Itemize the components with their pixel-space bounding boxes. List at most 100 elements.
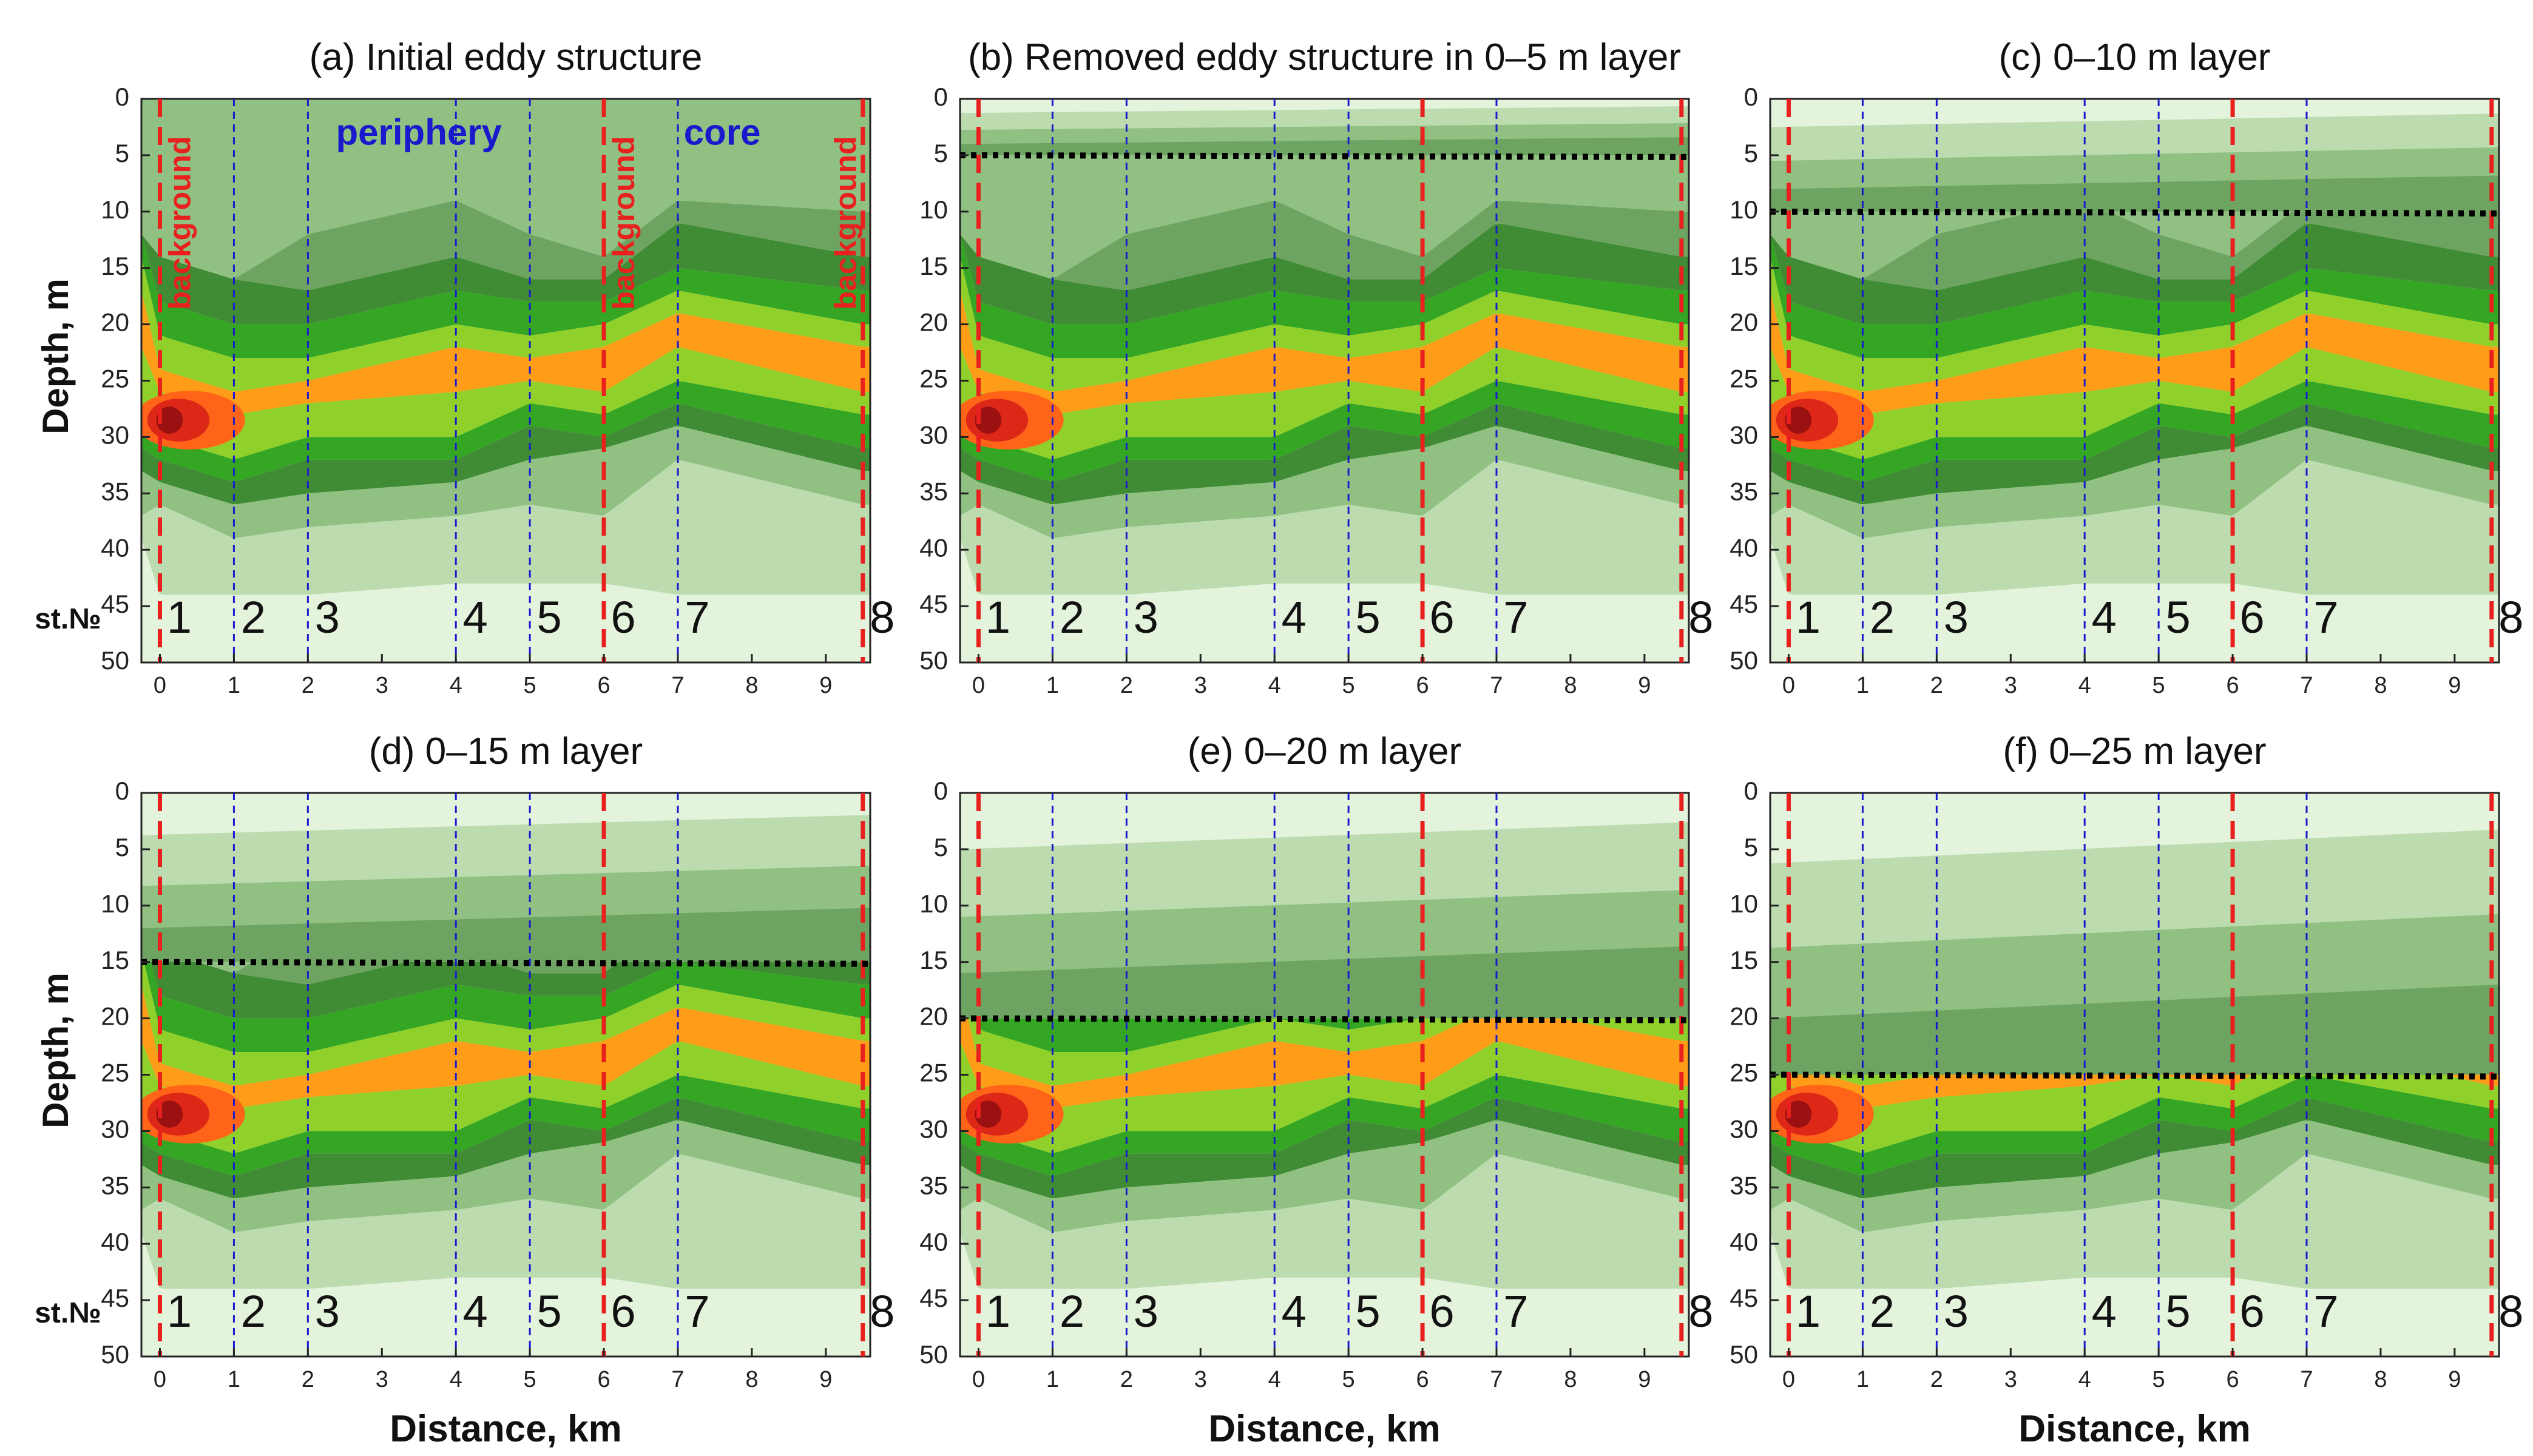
x-tick-label: 3 (376, 1367, 388, 1392)
station-label: 3 (1944, 1286, 1969, 1336)
contour-field-c (1770, 99, 2499, 662)
y-tick-label: 5 (1744, 833, 1758, 861)
x-tick-label: 3 (2004, 673, 2017, 698)
station-label: 4 (1282, 1286, 1307, 1336)
x-tick-label: 7 (1490, 1367, 1503, 1392)
y-tick-label: 20 (919, 1002, 948, 1031)
contour-band (1770, 460, 2499, 595)
contour-band (960, 951, 1689, 1086)
anomaly-core (156, 1100, 183, 1128)
contour-band (141, 1154, 870, 1289)
x-tick-label: 4 (2078, 1367, 2091, 1392)
contour-band (960, 928, 1689, 1053)
panel-title: (b) Removed eddy structure in 0–5 m laye… (968, 36, 1681, 78)
station-label: 6 (2239, 1286, 2264, 1336)
x-tick-label: 0 (972, 1367, 985, 1392)
y-tick-label: 30 (1730, 420, 1758, 449)
x-tick-label: 5 (524, 673, 536, 698)
contour-band (960, 1232, 1689, 1357)
y-axis-label: Depth, m (35, 972, 76, 1128)
y-tick-label: 10 (1730, 889, 1758, 918)
x-tick-label: 7 (2300, 673, 2313, 698)
station-label: 3 (1134, 592, 1158, 642)
contour-band (141, 223, 870, 325)
y-tick-label: 10 (1730, 195, 1758, 224)
removed-layer-stripe (960, 946, 1689, 1019)
station-label: 3 (315, 1286, 340, 1336)
y-tick-label: 15 (919, 946, 948, 974)
contour-band (1770, 1232, 2499, 1357)
y-tick-label: 15 (101, 252, 129, 280)
y-tick-label: 45 (101, 1284, 129, 1312)
x-tick-label: 5 (524, 1367, 536, 1392)
station-label: 6 (610, 1286, 635, 1336)
station-label: 5 (537, 592, 562, 642)
x-axis-label: Distance, km (1208, 1408, 1441, 1450)
y-tick-label: 15 (101, 946, 129, 974)
x-tick-label: 9 (2448, 1367, 2461, 1392)
anomaly-core (975, 1100, 1002, 1128)
x-tick-label: 1 (1856, 673, 1869, 698)
x-tick-label: 8 (2374, 1367, 2387, 1392)
contour-field-b (960, 99, 1689, 662)
x-axis-label: Distance, km (390, 1408, 622, 1450)
station-label: 5 (2166, 1286, 2191, 1336)
x-tick-label: 4 (450, 1367, 462, 1392)
y-tick-label: 5 (934, 833, 948, 861)
y-tick-label: 35 (101, 1171, 129, 1199)
x-tick-label: 5 (2153, 1367, 2165, 1392)
y-tick-label: 15 (1730, 252, 1758, 280)
station-label: 4 (463, 1286, 488, 1336)
contour-field-d (141, 793, 870, 1357)
contour-band (141, 200, 870, 291)
contour-band (1770, 234, 2499, 359)
y-tick-label: 20 (101, 1002, 129, 1031)
station-label: 7 (1503, 1286, 1528, 1336)
contour-band (960, 1154, 1689, 1289)
contour-band (141, 1040, 870, 1153)
station-label: 3 (1134, 1286, 1158, 1336)
station-label: 6 (610, 592, 635, 642)
station-label: 5 (2166, 592, 2191, 642)
y-tick-label: 0 (115, 777, 129, 805)
station-label: 4 (2092, 1286, 2117, 1336)
contour-band (141, 460, 870, 595)
x-tick-label: 1 (228, 1367, 240, 1392)
y-tick-label: 10 (101, 195, 129, 224)
x-tick-label: 3 (1194, 673, 1207, 698)
station-label: 1 (1796, 592, 1821, 642)
y-tick-label: 50 (1730, 646, 1758, 675)
contour-band (1770, 381, 2499, 482)
x-tick-label: 2 (1930, 1367, 1943, 1392)
y-tick-label: 30 (101, 1114, 129, 1143)
panel-title: (e) 0–20 m layer (1188, 730, 1461, 772)
y-tick-label: 45 (101, 590, 129, 618)
station-label: 8 (2498, 592, 2523, 642)
x-tick-label: 7 (671, 1367, 684, 1392)
y-tick-label: 0 (115, 83, 129, 111)
y-axis-label: Depth, m (35, 278, 76, 434)
panel-title: (a) Initial eddy structure (309, 36, 703, 78)
contour-band (960, 346, 1689, 459)
station-label: 2 (1060, 1286, 1084, 1336)
contour-band (960, 460, 1689, 595)
x-tick-label: 2 (1120, 1367, 1133, 1392)
y-tick-label: 40 (1730, 533, 1758, 562)
station-label: 1 (167, 1286, 192, 1336)
contour-band (960, 538, 1689, 662)
panel-title: (d) 0–15 m layer (369, 730, 643, 772)
contour-band (141, 1120, 870, 1232)
y-tick-label: 45 (919, 1284, 948, 1312)
y-tick-label: 20 (1730, 1002, 1758, 1031)
x-tick-label: 0 (1782, 673, 1795, 698)
contour-band (141, 928, 870, 1053)
y-tick-label: 50 (101, 646, 129, 675)
contour-band (960, 290, 1689, 414)
y-tick-label: 40 (919, 1227, 948, 1256)
y-tick-label: 40 (101, 533, 129, 562)
cut-depth-line (141, 959, 871, 967)
